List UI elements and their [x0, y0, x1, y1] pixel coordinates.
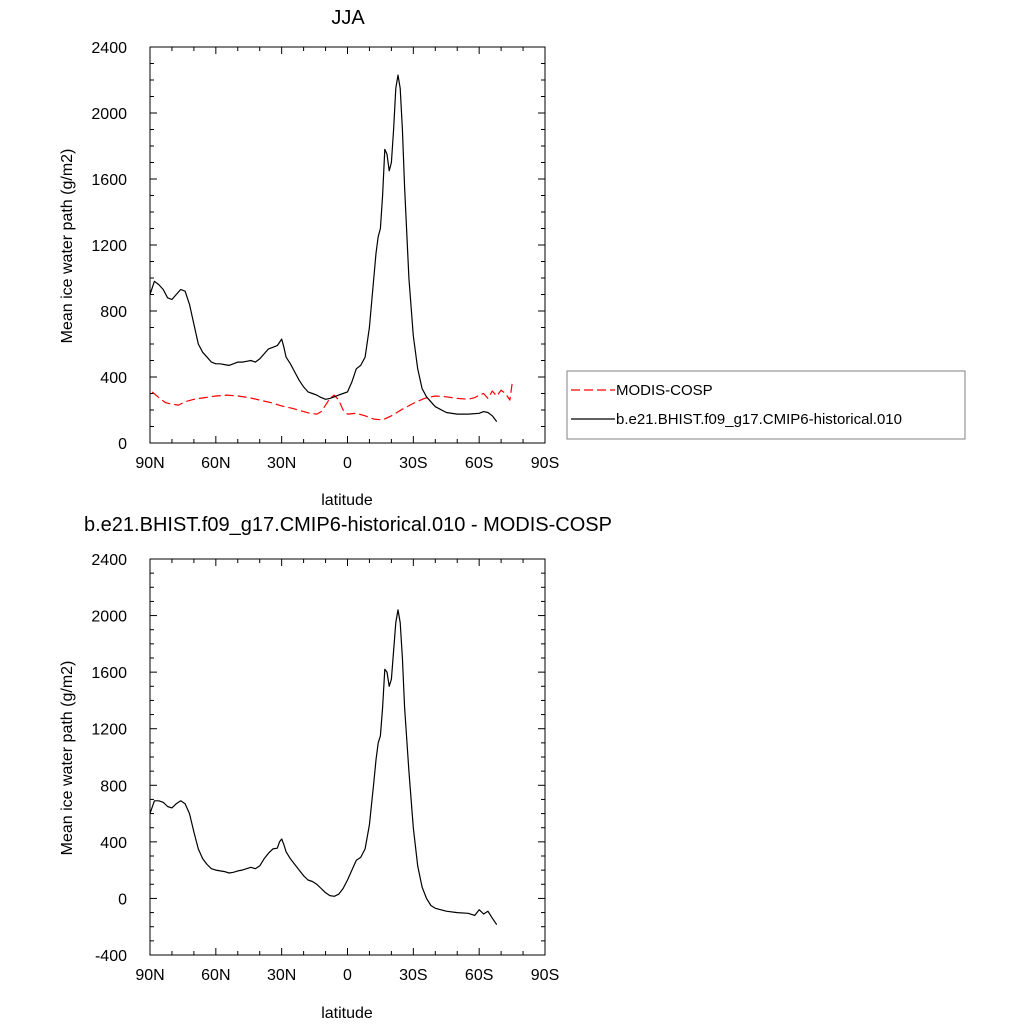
y-tick-label: 0 [118, 436, 127, 453]
plot-area: 90N 60N 30N 0 30S 60S 90S 0 400 800 1200 1600 2000 24… [91, 40, 559, 472]
series-line-model [149, 74, 498, 422]
x-tick-label: 90N [135, 967, 164, 984]
chart-title: b.e21.BHIST.f09_g17.CMIP6-historical.010… [84, 514, 612, 536]
plot-area: 90N 60N 30N 0 30S 60S 90S -400 0 400 800 1200 1600 20… [91, 552, 559, 984]
panel-climatology: JJA 90N 60N 30N 0 30S 60S 90S 0 400 800 1200 1600 20… [59, 7, 966, 509]
legend-label-modis: MODIS-COSP [616, 382, 713, 399]
y-tick-label: 1600 [91, 172, 127, 189]
y-tick-label: 400 [100, 370, 127, 387]
y-tick-label: -400 [95, 948, 127, 965]
y-tick-label: 2400 [91, 40, 127, 57]
y-tick-label: 1200 [91, 238, 127, 255]
x-tick-label: 60N [201, 967, 230, 984]
plot-frame [149, 46, 546, 444]
y-tick-label: 2000 [91, 106, 127, 123]
series-line-model [149, 609, 498, 925]
series-line-modis [151, 383, 513, 421]
x-tick-label: 30N [267, 455, 296, 472]
x-axis-label: latitude [321, 1005, 373, 1022]
x-tick-label: 90S [531, 967, 559, 984]
y-tick-label: 800 [100, 304, 127, 321]
x-tick-label: 0 [343, 967, 352, 984]
x-tick-label: 0 [343, 455, 352, 472]
legend-box [566, 370, 966, 440]
x-tick-label: 90N [135, 455, 164, 472]
y-axis-label: Mean ice water path (g/m2) [59, 661, 76, 856]
x-axis-label: latitude [321, 492, 373, 509]
y-tick-label: 2400 [91, 552, 127, 569]
y-axis-label: Mean ice water path (g/m2) [59, 149, 76, 344]
panel-difference: b.e21.BHIST.f09_g17.CMIP6-historical.010… [59, 514, 612, 1022]
x-tick-label: 60S [465, 455, 493, 472]
y-tick-label: 800 [100, 778, 127, 795]
x-tick-label: 30S [399, 455, 427, 472]
chart-title: JJA [331, 7, 365, 29]
x-tick-label: 30S [399, 967, 427, 984]
y-tick-label: 0 [118, 891, 127, 908]
plot-frame [149, 558, 546, 956]
y-tick-label: 400 [100, 835, 127, 852]
x-tick-label: 60S [465, 967, 493, 984]
y-tick-label: 1600 [91, 665, 127, 682]
legend: MODIS-COSP b.e21.BHIST.f09_g17.CMIP6-his… [566, 370, 966, 440]
x-tick-label: 30N [267, 967, 296, 984]
x-tick-label: 90S [531, 455, 559, 472]
y-tick-label: 1200 [91, 722, 127, 739]
x-tick-label: 60N [201, 455, 230, 472]
legend-label-model: b.e21.BHIST.f09_g17.CMIP6-historical.010 [616, 411, 902, 428]
y-tick-label: 2000 [91, 609, 127, 626]
